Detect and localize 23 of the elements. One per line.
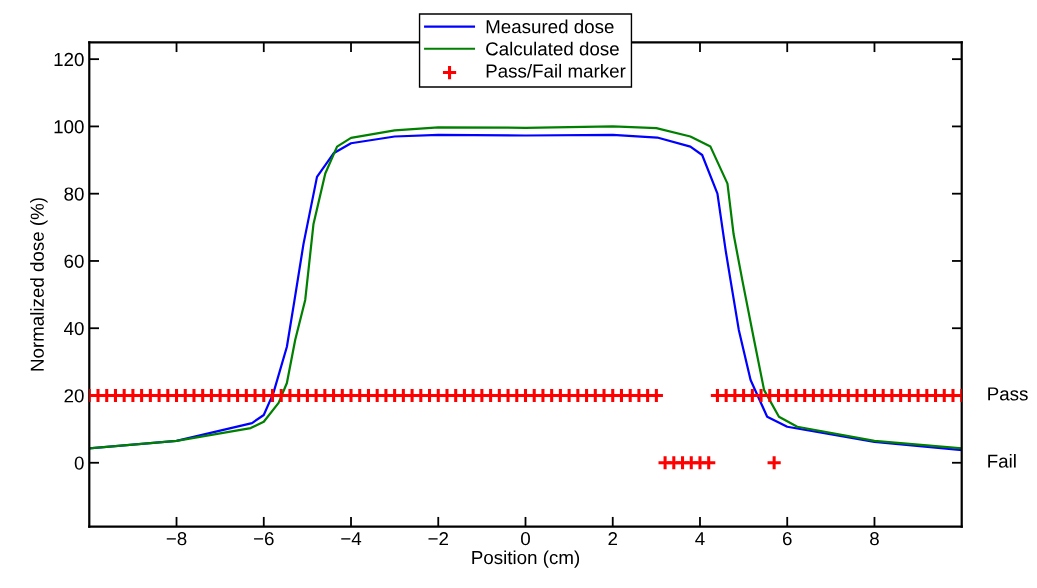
text: Fail — [988, 454, 1016, 468]
x-tick-label: 8 — [870, 532, 879, 546]
y-tick-label: 80 — [64, 187, 84, 201]
x-tick-label: 4 — [695, 532, 705, 546]
y-tick-label: 120 — [54, 52, 84, 67]
y-tick-label: 100 — [54, 120, 84, 134]
text: Pass — [988, 387, 1028, 401]
x-tick-label: −4 — [341, 532, 362, 546]
x-tick-label: −8 — [166, 532, 187, 546]
y-tick-label: 20 — [64, 389, 84, 403]
legend-label: Calculated dose — [486, 41, 619, 56]
x-tick-label: 6 — [782, 532, 792, 546]
x-axis-title: Position (cm) — [472, 550, 580, 568]
y-tick-label: 60 — [64, 254, 84, 268]
x-tick-label: 2 — [608, 532, 618, 546]
x-tick-label: 0 — [521, 532, 530, 546]
x-tick-label: −2 — [428, 532, 448, 546]
legend-label: Pass/Fail marker — [486, 63, 626, 78]
y-tick-label: 40 — [64, 321, 84, 336]
x-tick-label: −6 — [254, 532, 274, 546]
legend-label: Measured dose — [486, 19, 614, 34]
y-tick-label: 0 — [74, 456, 84, 470]
y-axis-title: Normalized dose (%) — [30, 198, 48, 371]
